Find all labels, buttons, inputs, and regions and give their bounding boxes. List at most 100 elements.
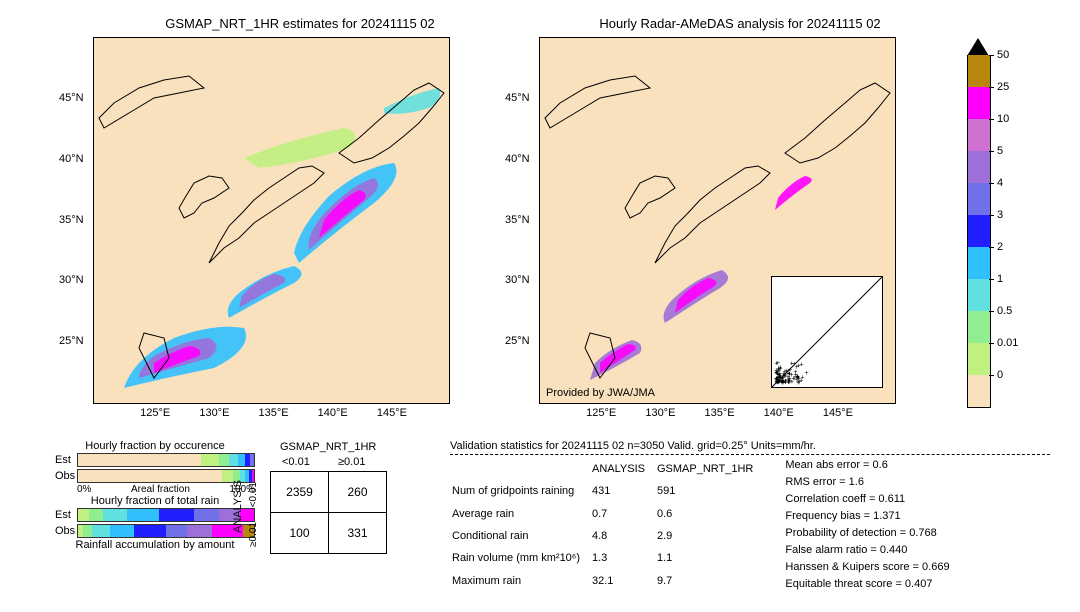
axis-tick-label: 40°N — [59, 153, 84, 165]
right-map: Provided by JWA/JMA ++++++++++++++++++++… — [539, 37, 896, 404]
val-cell: 9.7 — [657, 571, 763, 591]
axis-tick-label: 130°E — [199, 407, 229, 419]
validation-title: Validation statistics for 20241115 02 n=… — [450, 440, 1050, 452]
left-map-overlay — [94, 38, 449, 403]
obs-label-2: Obs — [55, 525, 77, 537]
svg-text:+: + — [774, 367, 778, 374]
val-cell: 0.7 — [592, 504, 655, 524]
metric-line: Correlation coeff = 0.611 — [785, 491, 949, 508]
colorbar-label: 3 — [997, 209, 1003, 221]
val-header: ANALYSIS — [592, 459, 655, 479]
validation-metrics: Mean abs error = 0.6RMS error = 1.6Corre… — [785, 457, 949, 593]
val-cell: Num of gridpoints raining — [452, 481, 590, 501]
axis-tick-label: 145°E — [823, 407, 853, 419]
svg-text:+: + — [790, 379, 794, 386]
axis-tick-label: 30°N — [505, 274, 530, 286]
axis-tick-label: 135°E — [259, 407, 289, 419]
inset-scatter: ++++++++++++++++++++++++++++++++++++++++… — [771, 276, 883, 388]
cont-row1: ≥0.01 — [248, 522, 259, 547]
val-cell: Maximum rain — [452, 571, 590, 591]
colorbar-label: 25 — [997, 81, 1009, 93]
colorbar-label: 2 — [997, 241, 1003, 253]
axis-tick-label: 145°E — [377, 407, 407, 419]
colorbar-label: 50 — [997, 49, 1009, 61]
val-cell: 0.6 — [657, 504, 763, 524]
val-cell: Average rain — [452, 504, 590, 524]
svg-text:+: + — [786, 371, 790, 378]
occ-title: Hourly fraction by occurence — [55, 440, 255, 452]
axis-tick-label: 35°N — [505, 214, 530, 226]
val-header — [452, 459, 590, 479]
rain-est-bar — [77, 508, 255, 522]
val-cell: Rain volume (mm km²10⁶) — [452, 548, 590, 568]
cont-01: 260 — [329, 472, 387, 513]
colorbar: 502510543210.50.010 — [967, 55, 989, 407]
svg-text:+: + — [794, 369, 798, 376]
contingency-table: 2359260 100331 — [270, 471, 387, 554]
val-cell: 431 — [592, 481, 655, 501]
metric-line: RMS error = 1.6 — [785, 474, 949, 491]
metric-line: Frequency bias = 1.371 — [785, 508, 949, 525]
validation-block: Validation statistics for 20241115 02 n=… — [450, 440, 1050, 593]
cont-11: 331 — [329, 513, 387, 554]
cont-00: 2359 — [271, 472, 329, 513]
areal-label: Areal fraction — [91, 484, 229, 495]
colorbar-label: 10 — [997, 113, 1009, 125]
cont-row0: <0.01 — [248, 482, 259, 507]
cont-10: 100 — [271, 513, 329, 554]
colorbar-label: 5 — [997, 145, 1003, 157]
cont-col1: ≥0.01 — [338, 456, 365, 468]
colorbar-label: 0.01 — [997, 337, 1018, 349]
areal-left: 0% — [77, 484, 91, 495]
rain-obs-bar — [77, 524, 255, 538]
val-cell: 2.9 — [657, 526, 763, 546]
metric-line: Mean abs error = 0.6 — [785, 457, 949, 474]
val-cell: 1.1 — [657, 548, 763, 568]
axis-tick-label: 45°N — [505, 92, 530, 104]
right-map-title: Hourly Radar-AMeDAS analysis for 2024111… — [580, 16, 900, 31]
val-cell: 591 — [657, 481, 763, 501]
metric-line: Equitable threat score = 0.407 — [785, 576, 949, 593]
left-map — [93, 37, 450, 404]
axis-tick-label: 125°E — [586, 407, 616, 419]
occ-est-bar — [77, 453, 255, 467]
axis-tick-label: 140°E — [318, 407, 348, 419]
val-cell: 4.8 — [592, 526, 655, 546]
axis-tick-label: 125°E — [140, 407, 170, 419]
cont-col0: <0.01 — [282, 456, 310, 468]
obs-label: Obs — [55, 470, 77, 482]
contingency-row-title: ANALYSIS — [232, 480, 244, 533]
val-header: GSMAP_NRT_1HR — [657, 459, 763, 479]
axis-tick-label: 35°N — [59, 214, 84, 226]
axis-tick-label: 25°N — [505, 335, 530, 347]
provider-label: Provided by JWA/JMA — [546, 387, 655, 399]
svg-text:+: + — [774, 376, 778, 383]
val-cell: Conditional rain — [452, 526, 590, 546]
val-cell: 32.1 — [592, 571, 655, 591]
hourly-fraction-block: Hourly fraction by occurence Est Obs 0%A… — [55, 440, 255, 551]
metric-line: Probability of detection = 0.768 — [785, 525, 949, 542]
validation-table: ANALYSISGSMAP_NRT_1HR Num of gridpoints r… — [450, 457, 765, 593]
est-label: Est — [55, 454, 77, 466]
axis-tick-label: 130°E — [645, 407, 675, 419]
svg-text:+: + — [781, 375, 785, 382]
axis-tick-label: 135°E — [705, 407, 735, 419]
metric-line: Hanssen & Kuipers score = 0.669 — [785, 559, 949, 576]
metric-line: False alarm ratio = 0.440 — [785, 542, 949, 559]
left-map-title: GSMAP_NRT_1HR estimates for 20241115 02 — [150, 16, 450, 31]
svg-text:+: + — [790, 360, 794, 367]
occ-obs-bar — [77, 469, 255, 483]
colorbar-label: 0 — [997, 369, 1003, 381]
colorbar-label: 1 — [997, 273, 1003, 285]
colorbar-label: 4 — [997, 177, 1003, 189]
val-cell: 1.3 — [592, 548, 655, 568]
contingency-col-title: GSMAP_NRT_1HR — [280, 441, 376, 453]
axis-tick-label: 25°N — [59, 335, 84, 347]
axis-tick-label: 30°N — [59, 274, 84, 286]
axis-tick-label: 140°E — [764, 407, 794, 419]
accum-title: Rainfall accumulation by amount — [55, 539, 255, 551]
axis-tick-label: 40°N — [505, 153, 530, 165]
est-label-2: Est — [55, 509, 77, 521]
svg-text:+: + — [805, 370, 809, 377]
colorbar-arrow — [967, 38, 989, 56]
